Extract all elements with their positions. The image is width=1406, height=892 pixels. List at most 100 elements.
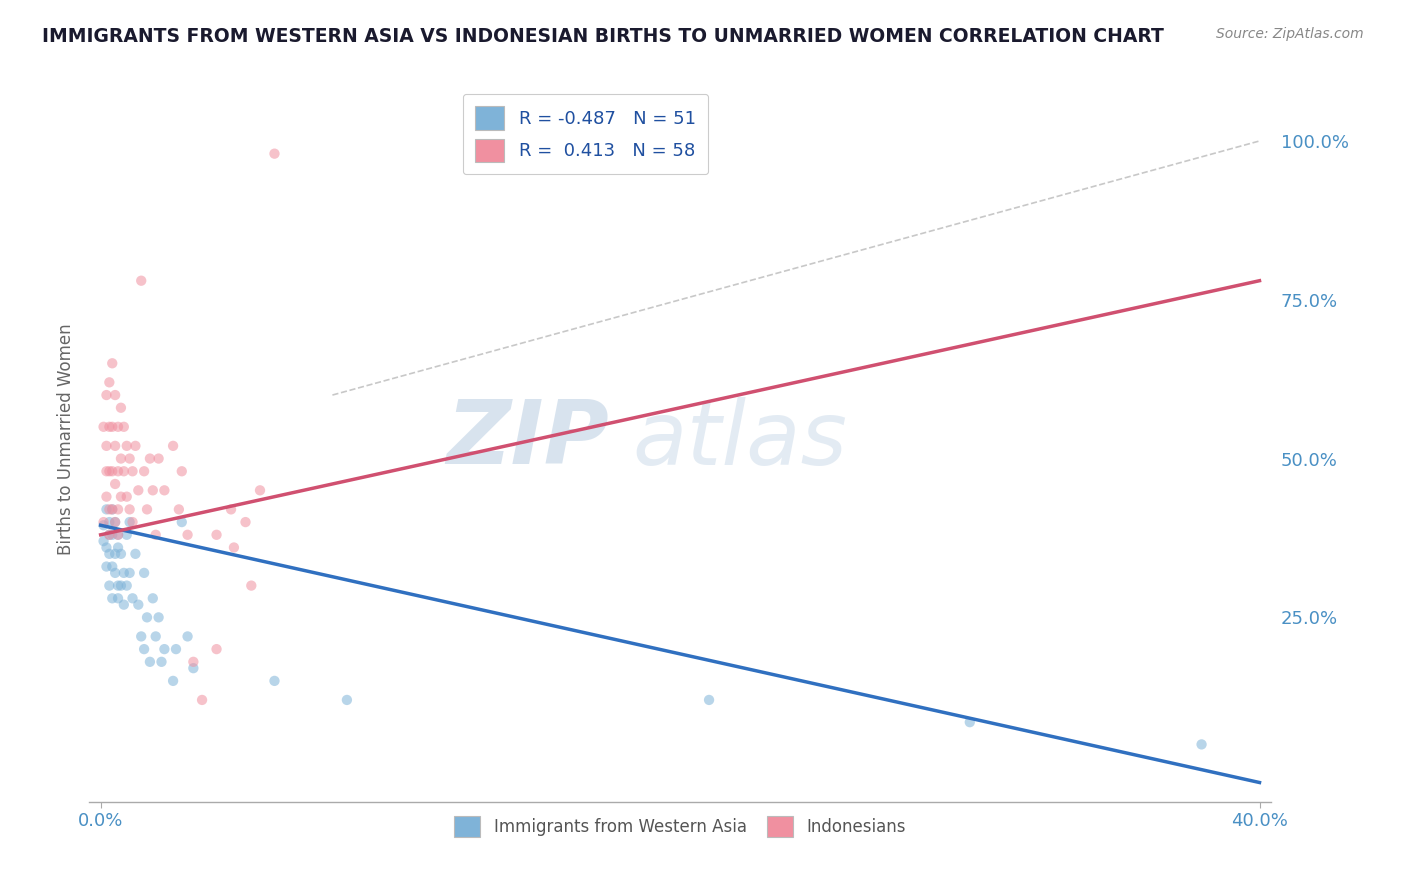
Point [336,693,359,707]
Point [136,502,159,516]
Point [205,642,228,657]
Point [127,483,149,498]
Point [110,451,132,466]
Point [98,376,121,390]
Point [153,642,176,657]
Point [112,419,135,434]
Point [107,591,129,606]
Point [136,610,159,624]
Point [104,547,127,561]
Point [191,693,214,707]
Point [115,528,138,542]
Point [101,356,124,370]
Point [162,439,184,453]
Point [93,419,115,434]
Point [118,515,141,529]
Point [124,439,146,453]
Point [96,559,118,574]
Point [110,579,132,593]
Point [170,515,193,529]
Point [93,534,115,549]
Point [115,579,138,593]
Point [127,598,149,612]
Point [142,591,165,606]
Point [98,515,121,529]
Point [162,673,184,688]
Point [98,502,121,516]
Point [145,528,167,542]
Point [205,528,228,542]
Point [107,579,129,593]
Point [98,528,121,542]
Point [104,515,127,529]
Point [121,591,143,606]
Point [118,451,141,466]
Point [96,439,118,453]
Point [104,439,127,453]
Point [176,528,198,542]
Point [121,515,143,529]
Point [129,274,152,288]
Point [165,642,187,657]
Point [110,401,132,415]
Point [101,464,124,478]
Point [98,464,121,478]
Point [183,661,205,675]
Point [107,502,129,516]
Point [101,502,124,516]
Point [121,464,143,478]
Point [98,419,121,434]
Point [101,419,124,434]
Point [118,566,141,580]
Point [124,547,146,561]
Point [1191,738,1213,752]
Point [132,566,155,580]
Point [104,566,127,580]
Point [98,528,121,542]
Point [112,598,135,612]
Point [240,579,263,593]
Text: IMMIGRANTS FROM WESTERN ASIA VS INDONESIAN BIRTHS TO UNMARRIED WOMEN CORRELATION: IMMIGRANTS FROM WESTERN ASIA VS INDONESI… [42,27,1164,45]
Point [170,464,193,478]
Point [115,490,138,504]
Point [104,515,127,529]
Text: atlas: atlas [633,397,848,483]
Point [96,464,118,478]
Point [132,464,155,478]
Point [176,629,198,643]
Point [110,490,132,504]
Point [101,591,124,606]
Point [112,464,135,478]
Point [101,502,124,516]
Point [263,673,285,688]
Point [118,502,141,516]
Point [697,693,720,707]
Point [112,566,135,580]
Point [263,146,285,161]
Point [183,655,205,669]
Point [153,483,176,498]
Point [129,629,152,643]
Point [235,515,257,529]
Point [148,451,170,466]
Point [148,610,170,624]
Point [98,579,121,593]
Text: Source: ZipAtlas.com: Source: ZipAtlas.com [1216,27,1364,41]
Point [145,629,167,643]
Point [959,715,981,730]
Point [93,518,115,533]
Text: ZIP: ZIP [447,396,609,483]
Point [98,547,121,561]
Point [249,483,271,498]
Point [107,419,129,434]
Point [96,502,118,516]
Point [222,541,245,555]
Point [110,547,132,561]
Point [96,541,118,555]
Point [93,515,115,529]
Point [104,477,127,491]
Point [167,502,190,516]
Point [132,642,155,657]
Point [115,439,138,453]
Point [96,490,118,504]
